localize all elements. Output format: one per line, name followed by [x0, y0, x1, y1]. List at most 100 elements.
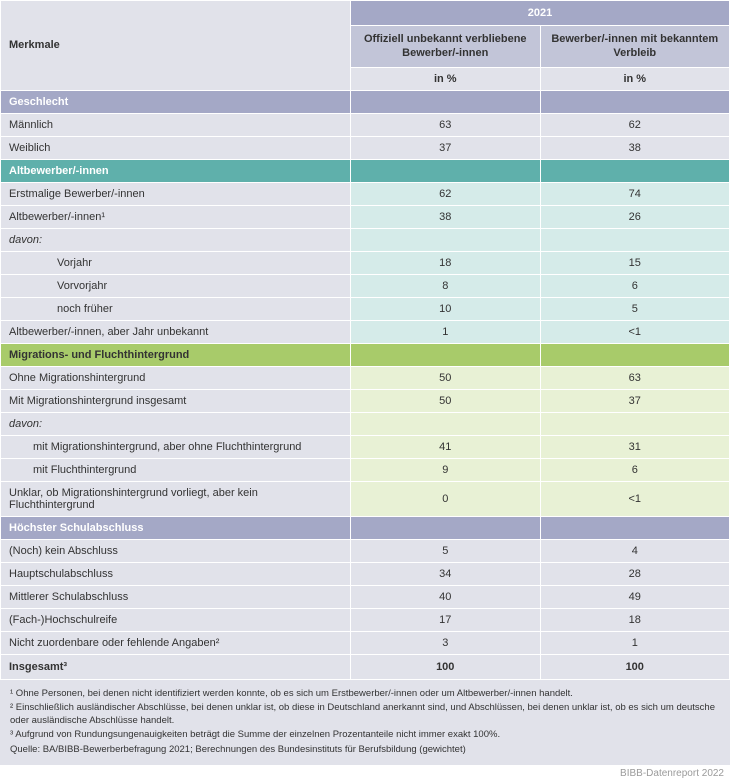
row-label: noch früher	[1, 297, 351, 320]
row-value-1: 63	[351, 113, 541, 136]
row-value-1	[351, 412, 541, 435]
header-year: 2021	[351, 1, 730, 26]
table-row: mit Fluchthintergrund96	[1, 458, 730, 481]
row-label: Vorvorjahr	[1, 274, 351, 297]
header-unit-2: in %	[540, 67, 730, 90]
row-value-2: 5	[540, 297, 730, 320]
section-spacer	[540, 343, 730, 366]
row-value-2: 6	[540, 274, 730, 297]
row-label: Erstmalige Bewerber/-innen	[1, 182, 351, 205]
header-merkmale: Merkmale	[1, 1, 351, 91]
table-row: Hauptschulabschluss3428	[1, 562, 730, 585]
row-value-1: 50	[351, 389, 541, 412]
row-value-2: 37	[540, 389, 730, 412]
row-value-2: <1	[540, 481, 730, 516]
table-row: davon:	[1, 228, 730, 251]
row-label: (Noch) kein Abschluss	[1, 539, 351, 562]
table-row: Unklar, ob Migrationshintergrund vorlieg…	[1, 481, 730, 516]
table-row: Altbewerber/-innen, aber Jahr unbekannt1…	[1, 320, 730, 343]
row-value-1: 9	[351, 458, 541, 481]
row-label: (Fach-)Hochschulreife	[1, 608, 351, 631]
row-value-2: 1	[540, 631, 730, 654]
data-table: Merkmale 2021 Offiziell unbekannt verbli…	[0, 0, 730, 680]
section-title: Altbewerber/-innen	[1, 159, 351, 182]
section-header: Geschlecht	[1, 90, 730, 113]
row-label: Unklar, ob Migrationshintergrund vorlieg…	[1, 481, 351, 516]
table-row: Ohne Migrationshintergrund5063	[1, 366, 730, 389]
row-label: Altbewerber/-innen¹	[1, 205, 351, 228]
row-value-2: <1	[540, 320, 730, 343]
total-value: 100	[351, 654, 541, 679]
section-header: Migrations- und Fluchthintergrund	[1, 343, 730, 366]
row-value-1: 18	[351, 251, 541, 274]
row-label: Mittlerer Schulabschluss	[1, 585, 351, 608]
row-value-1: 41	[351, 435, 541, 458]
row-label: mit Migrationshintergrund, aber ohne Flu…	[1, 435, 351, 458]
row-value-2: 38	[540, 136, 730, 159]
row-value-2	[540, 412, 730, 435]
table-row: Weiblich3738	[1, 136, 730, 159]
header-unit-1: in %	[351, 67, 541, 90]
row-value-1: 37	[351, 136, 541, 159]
header-col-2: Bewerber/-innen mit bekanntem Verbleib	[540, 26, 730, 68]
footnote-2: ² Einschließlich ausländischer Abschlüss…	[10, 701, 720, 728]
section-spacer	[540, 159, 730, 182]
table-row: davon:	[1, 412, 730, 435]
footnote-source: Quelle: BA/BIBB-Bewerberbefragung 2021; …	[10, 743, 720, 756]
header-col-1: Offiziell unbekannt verbliebene Bewerber…	[351, 26, 541, 68]
table-row: Nicht zuordenbare oder fehlende Angaben²…	[1, 631, 730, 654]
row-label: Vorjahr	[1, 251, 351, 274]
section-spacer	[351, 90, 541, 113]
total-value: 100	[540, 654, 730, 679]
footnote-3: ³ Aufgrund von Rundungsungenauigkeiten b…	[10, 728, 720, 741]
footnote-1: ¹ Ohne Personen, bei denen nicht identif…	[10, 687, 720, 700]
row-value-2: 6	[540, 458, 730, 481]
row-value-2: 15	[540, 251, 730, 274]
section-title: Höchster Schulabschluss	[1, 516, 351, 539]
row-value-2: 4	[540, 539, 730, 562]
row-label: Männlich	[1, 113, 351, 136]
row-label: Hauptschulabschluss	[1, 562, 351, 585]
table-row: Mittlerer Schulabschluss4049	[1, 585, 730, 608]
row-value-1	[351, 228, 541, 251]
row-value-1: 0	[351, 481, 541, 516]
total-label: Insgesamt³	[1, 654, 351, 679]
section-spacer	[351, 159, 541, 182]
table-row: Vorvorjahr86	[1, 274, 730, 297]
row-label: mit Fluchthintergrund	[1, 458, 351, 481]
section-spacer	[351, 343, 541, 366]
row-label: Weiblich	[1, 136, 351, 159]
row-value-2: 26	[540, 205, 730, 228]
section-spacer	[540, 90, 730, 113]
row-value-1: 40	[351, 585, 541, 608]
table-row: mit Migrationshintergrund, aber ohne Flu…	[1, 435, 730, 458]
row-value-1: 8	[351, 274, 541, 297]
row-value-1: 62	[351, 182, 541, 205]
table-row: Erstmalige Bewerber/-innen6274	[1, 182, 730, 205]
row-value-2: 18	[540, 608, 730, 631]
row-label: davon:	[1, 412, 351, 435]
row-value-1: 50	[351, 366, 541, 389]
table-row: (Fach-)Hochschulreife1718	[1, 608, 730, 631]
row-label: Ohne Migrationshintergrund	[1, 366, 351, 389]
table-row: Männlich6362	[1, 113, 730, 136]
row-label: Mit Migrationshintergrund insgesamt	[1, 389, 351, 412]
row-value-2: 31	[540, 435, 730, 458]
table-row: (Noch) kein Abschluss54	[1, 539, 730, 562]
section-header: Altbewerber/-innen	[1, 159, 730, 182]
section-header: Höchster Schulabschluss	[1, 516, 730, 539]
table-row: Mit Migrationshintergrund insgesamt5037	[1, 389, 730, 412]
table-body: GeschlechtMännlich6362Weiblich3738Altbew…	[1, 90, 730, 679]
row-value-1: 38	[351, 205, 541, 228]
table-row: noch früher105	[1, 297, 730, 320]
row-value-1: 10	[351, 297, 541, 320]
section-spacer	[351, 516, 541, 539]
report-tag: BIBB-Datenreport 2022	[0, 765, 730, 779]
row-value-2: 63	[540, 366, 730, 389]
table-row: Altbewerber/-innen¹3826	[1, 205, 730, 228]
row-value-2: 74	[540, 182, 730, 205]
footnotes: ¹ Ohne Personen, bei denen nicht identif…	[0, 680, 730, 765]
row-value-2	[540, 228, 730, 251]
row-value-2: 62	[540, 113, 730, 136]
section-title: Migrations- und Fluchthintergrund	[1, 343, 351, 366]
